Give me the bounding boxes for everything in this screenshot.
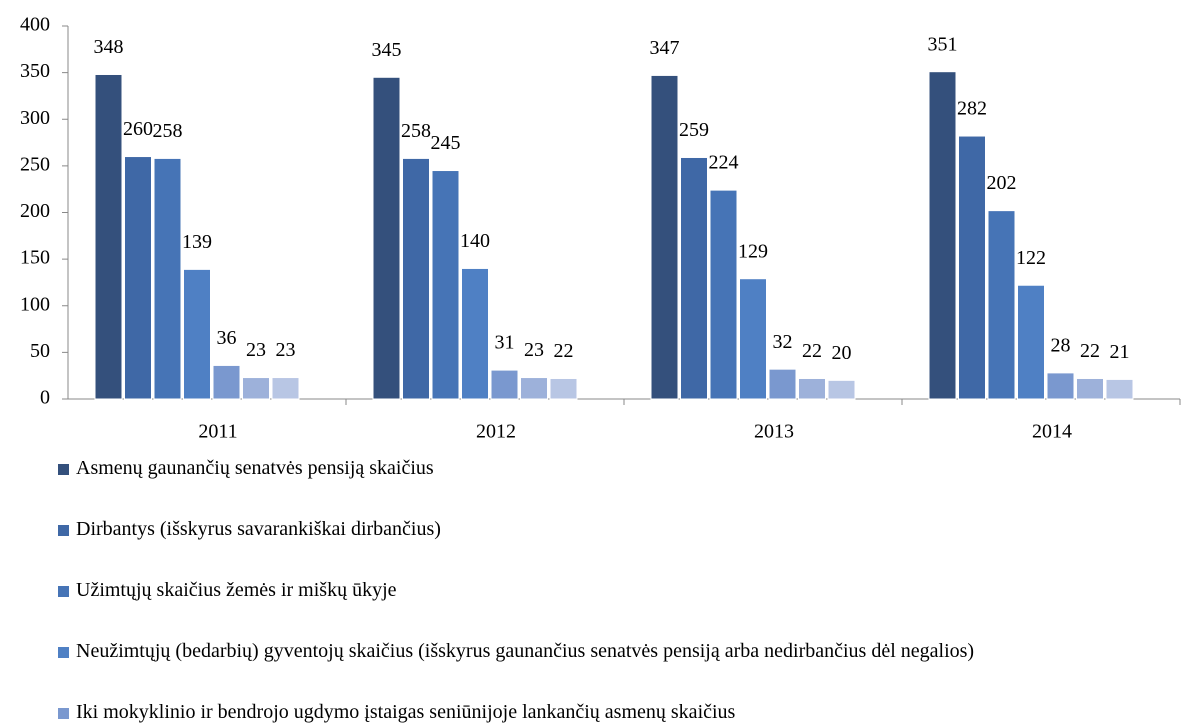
bar <box>1105 378 1134 400</box>
value-label: 20 <box>832 342 852 364</box>
value-label: 202 <box>987 172 1017 194</box>
x-tick-label: 2011 <box>198 421 237 440</box>
legend-label: Užimtųjų skaičius žemės ir miškų ūkyje <box>76 579 397 601</box>
bar <box>212 364 241 400</box>
y-tick-label: 50 <box>30 340 50 362</box>
legend-swatch <box>58 525 69 536</box>
bar <box>798 377 826 400</box>
bar <box>680 156 708 400</box>
x-tick-label: 2013 <box>754 421 794 440</box>
legend-label: Dirbantys (išskyrus savarankiškai dirban… <box>76 518 441 540</box>
legend-entry: Asmenų gaunančių senatvės pensiją skaiči… <box>58 456 1156 481</box>
value-label: 36 <box>217 327 237 349</box>
value-label: 345 <box>372 39 402 61</box>
value-label: 258 <box>401 120 431 142</box>
legend-label: Asmenų gaunančių senatvės pensiją skaiči… <box>76 457 434 479</box>
bar <box>650 74 679 400</box>
value-label: 224 <box>709 152 739 174</box>
bar <box>431 170 460 400</box>
legend-entry: Neužimtųjų (bedarbių) gyventojų skaičius… <box>58 639 1156 664</box>
y-tick-label: 300 <box>20 107 50 129</box>
value-label: 259 <box>679 119 709 141</box>
bar <box>987 210 1016 400</box>
bar <box>461 267 489 400</box>
value-label: 347 <box>650 37 680 59</box>
legend-entry: Iki mokyklinio ir bendrojo ugdymo įstaig… <box>58 700 1156 725</box>
bar <box>1076 377 1104 400</box>
bar <box>739 278 767 400</box>
value-label: 351 <box>928 33 958 55</box>
value-label: 122 <box>1016 247 1046 269</box>
value-label: 32 <box>773 331 793 353</box>
bar <box>709 189 738 400</box>
value-label: 23 <box>524 339 544 361</box>
bar <box>271 377 300 400</box>
legend-swatch <box>58 464 69 475</box>
bar <box>402 157 430 400</box>
value-label: 140 <box>460 230 490 252</box>
value-label: 139 <box>182 231 212 253</box>
value-label: 348 <box>94 36 124 58</box>
bar <box>94 73 123 400</box>
bar <box>372 76 401 400</box>
value-label: 129 <box>738 240 768 262</box>
value-label: 245 <box>431 132 461 154</box>
y-tick-label: 100 <box>20 293 50 315</box>
y-tick-label: 350 <box>20 60 50 82</box>
value-label: 28 <box>1051 334 1071 356</box>
bar <box>1017 284 1045 400</box>
bar <box>520 377 548 400</box>
value-label: 260 <box>123 118 153 140</box>
y-tick-label: 250 <box>20 153 50 175</box>
legend-entry: Dirbantys (išskyrus savarankiškai dirban… <box>58 517 1156 542</box>
value-label: 31 <box>495 332 515 354</box>
legend-swatch <box>58 647 69 658</box>
bar <box>490 369 519 400</box>
bar <box>153 157 182 400</box>
legend-label: Iki mokyklinio ir bendrojo ugdymo įstaig… <box>76 701 736 723</box>
value-label: 22 <box>802 340 822 362</box>
legend-swatch <box>58 586 69 597</box>
bar <box>124 156 152 400</box>
bar <box>768 368 797 400</box>
bar <box>183 268 211 400</box>
bar <box>928 71 957 400</box>
value-label: 21 <box>1110 341 1130 363</box>
x-tick-label: 2012 <box>476 421 516 440</box>
value-label: 23 <box>246 339 266 361</box>
bar <box>242 377 270 400</box>
bar <box>827 379 856 400</box>
legend-entry: Užimtųjų skaičius žemės ir miškų ūkyje <box>58 578 1156 603</box>
value-label: 23 <box>276 339 296 361</box>
bar <box>958 135 986 400</box>
legend-swatch <box>58 708 69 719</box>
y-tick-label: 0 <box>40 387 50 409</box>
bar <box>549 377 578 400</box>
legend-label: Neužimtųjų (bedarbių) gyventojų skaičius… <box>76 640 975 662</box>
y-tick-label: 150 <box>20 247 50 269</box>
value-label: 258 <box>153 120 183 142</box>
value-label: 22 <box>1080 340 1100 362</box>
y-tick-label: 200 <box>20 200 50 222</box>
x-tick-label: 2014 <box>1032 421 1072 440</box>
value-label: 22 <box>554 340 574 362</box>
value-label: 282 <box>957 98 987 120</box>
bar <box>1046 372 1075 400</box>
y-tick-label: 400 <box>20 14 50 36</box>
